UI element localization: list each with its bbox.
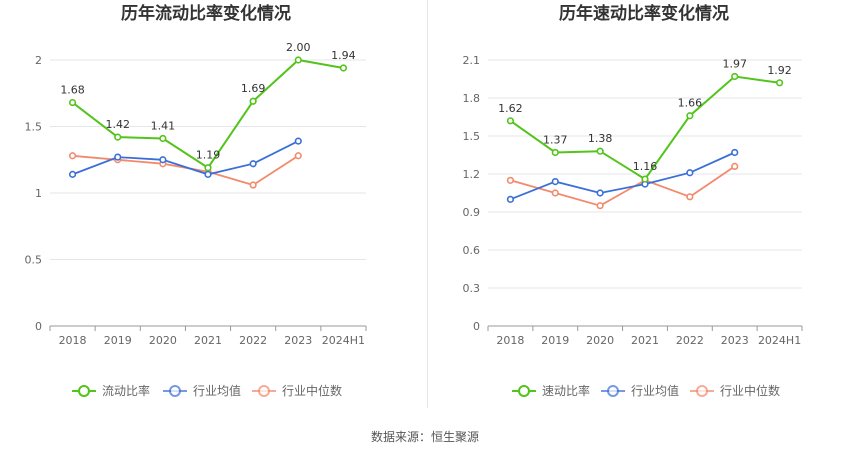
x-tick-label: 2024H1 [322, 334, 365, 347]
data-label: 2.00 [286, 41, 311, 54]
data-point [249, 181, 257, 189]
legend-marker-dot [696, 385, 708, 397]
x-tick-label: 2019 [104, 334, 132, 347]
data-point [249, 160, 257, 168]
data-point [204, 170, 212, 178]
data-point [114, 153, 122, 161]
legend-label: 行业均值 [631, 383, 679, 398]
data-point [159, 156, 167, 164]
x-tick-label: 2019 [541, 334, 569, 347]
y-tick-label: 0 [35, 320, 42, 333]
data-point [551, 148, 559, 157]
y-tick-label: 1.2 [463, 168, 481, 181]
y-tick-label: 1.5 [463, 130, 481, 143]
data-label: 1.69 [241, 82, 266, 95]
data-point [686, 112, 694, 120]
data-label: 1.62 [498, 102, 523, 115]
data-point [506, 176, 515, 184]
data-point [775, 79, 784, 87]
y-tick-label: 0 [473, 320, 480, 333]
data-point [506, 117, 515, 125]
y-tick-label: 2.1 [463, 54, 481, 67]
data-point [551, 189, 559, 197]
data-point [339, 64, 348, 72]
x-tick-label: 2023 [284, 334, 312, 347]
x-tick-label: 2022 [676, 334, 704, 347]
data-point [249, 97, 257, 105]
y-tick-label: 1.5 [25, 121, 43, 134]
data-label: 1.16 [633, 160, 658, 173]
data-label: 1.41 [151, 119, 176, 132]
data-point [68, 98, 77, 107]
data-point [68, 152, 77, 160]
x-tick-label: 2024H1 [758, 334, 801, 347]
chart-1-title: 历年流动比率变化情况 [121, 3, 291, 24]
x-tick-label: 2020 [586, 334, 614, 347]
legend-label: 速动比率 [542, 383, 590, 398]
legend-label: 行业中位数 [282, 383, 342, 398]
data-point [596, 202, 604, 210]
data-source: 数据来源：恒生聚源 [370, 430, 479, 444]
legend-marker-dot [258, 385, 270, 397]
x-tick-label: 2018 [496, 334, 524, 347]
y-tick-label: 0.5 [25, 254, 43, 267]
legend-label: 行业均值 [193, 383, 241, 398]
data-point [731, 72, 739, 81]
data-point [596, 189, 604, 197]
y-tick-label: 0.9 [463, 206, 481, 219]
data-point [159, 134, 167, 143]
data-point [294, 152, 302, 160]
data-point [294, 56, 302, 64]
legend-marker-dot [607, 385, 619, 397]
chart-2-title: 历年速动比率变化情况 [559, 3, 729, 24]
data-point [551, 178, 559, 186]
data-point [641, 175, 649, 183]
legend-marker-dot [518, 385, 530, 397]
legend-label: 行业中位数 [720, 383, 780, 398]
data-label: 1.97 [722, 57, 747, 70]
x-tick-label: 2020 [149, 334, 177, 347]
data-label: 1.94 [331, 49, 356, 62]
legend-marker-dot [78, 385, 90, 397]
y-tick-label: 1.8 [463, 92, 481, 105]
data-label: 1.38 [588, 132, 613, 145]
series-line-3 [72, 154, 299, 186]
data-point [731, 162, 739, 170]
y-tick-label: 1 [35, 187, 42, 200]
y-tick-label: 2 [35, 54, 42, 67]
legend-label: 流动比率 [102, 383, 150, 398]
series-line-2 [510, 151, 736, 201]
data-label: 1.42 [105, 118, 130, 131]
data-point [686, 193, 694, 201]
x-tick-label: 2021 [631, 334, 659, 347]
series-line-2 [72, 140, 299, 176]
series-line-3 [510, 165, 736, 207]
panel-divider [427, 0, 428, 408]
data-point [204, 164, 212, 172]
data-point [596, 147, 604, 155]
data-label: 1.68 [60, 84, 85, 97]
data-point [731, 148, 739, 157]
data-label: 1.37 [543, 133, 568, 146]
legend-marker-dot [169, 385, 181, 397]
data-label: 1.19 [196, 149, 221, 162]
y-tick-label: 0.3 [463, 282, 481, 295]
data-point [68, 170, 77, 178]
data-point [506, 195, 515, 203]
x-tick-label: 2021 [194, 334, 222, 347]
x-tick-label: 2018 [59, 334, 87, 347]
x-tick-label: 2023 [721, 334, 749, 347]
data-label: 1.66 [678, 97, 703, 110]
data-label: 1.92 [767, 64, 792, 77]
data-point [294, 137, 302, 145]
x-tick-label: 2022 [239, 334, 267, 347]
data-point [686, 169, 694, 177]
charts-canvas: 历年流动比率变化情况 0 0.5 1 1.5 2 2018 2019 2020 2021 2022 2… [25, 3, 803, 398]
data-point [114, 133, 122, 141]
y-tick-label: 0.6 [463, 244, 481, 257]
